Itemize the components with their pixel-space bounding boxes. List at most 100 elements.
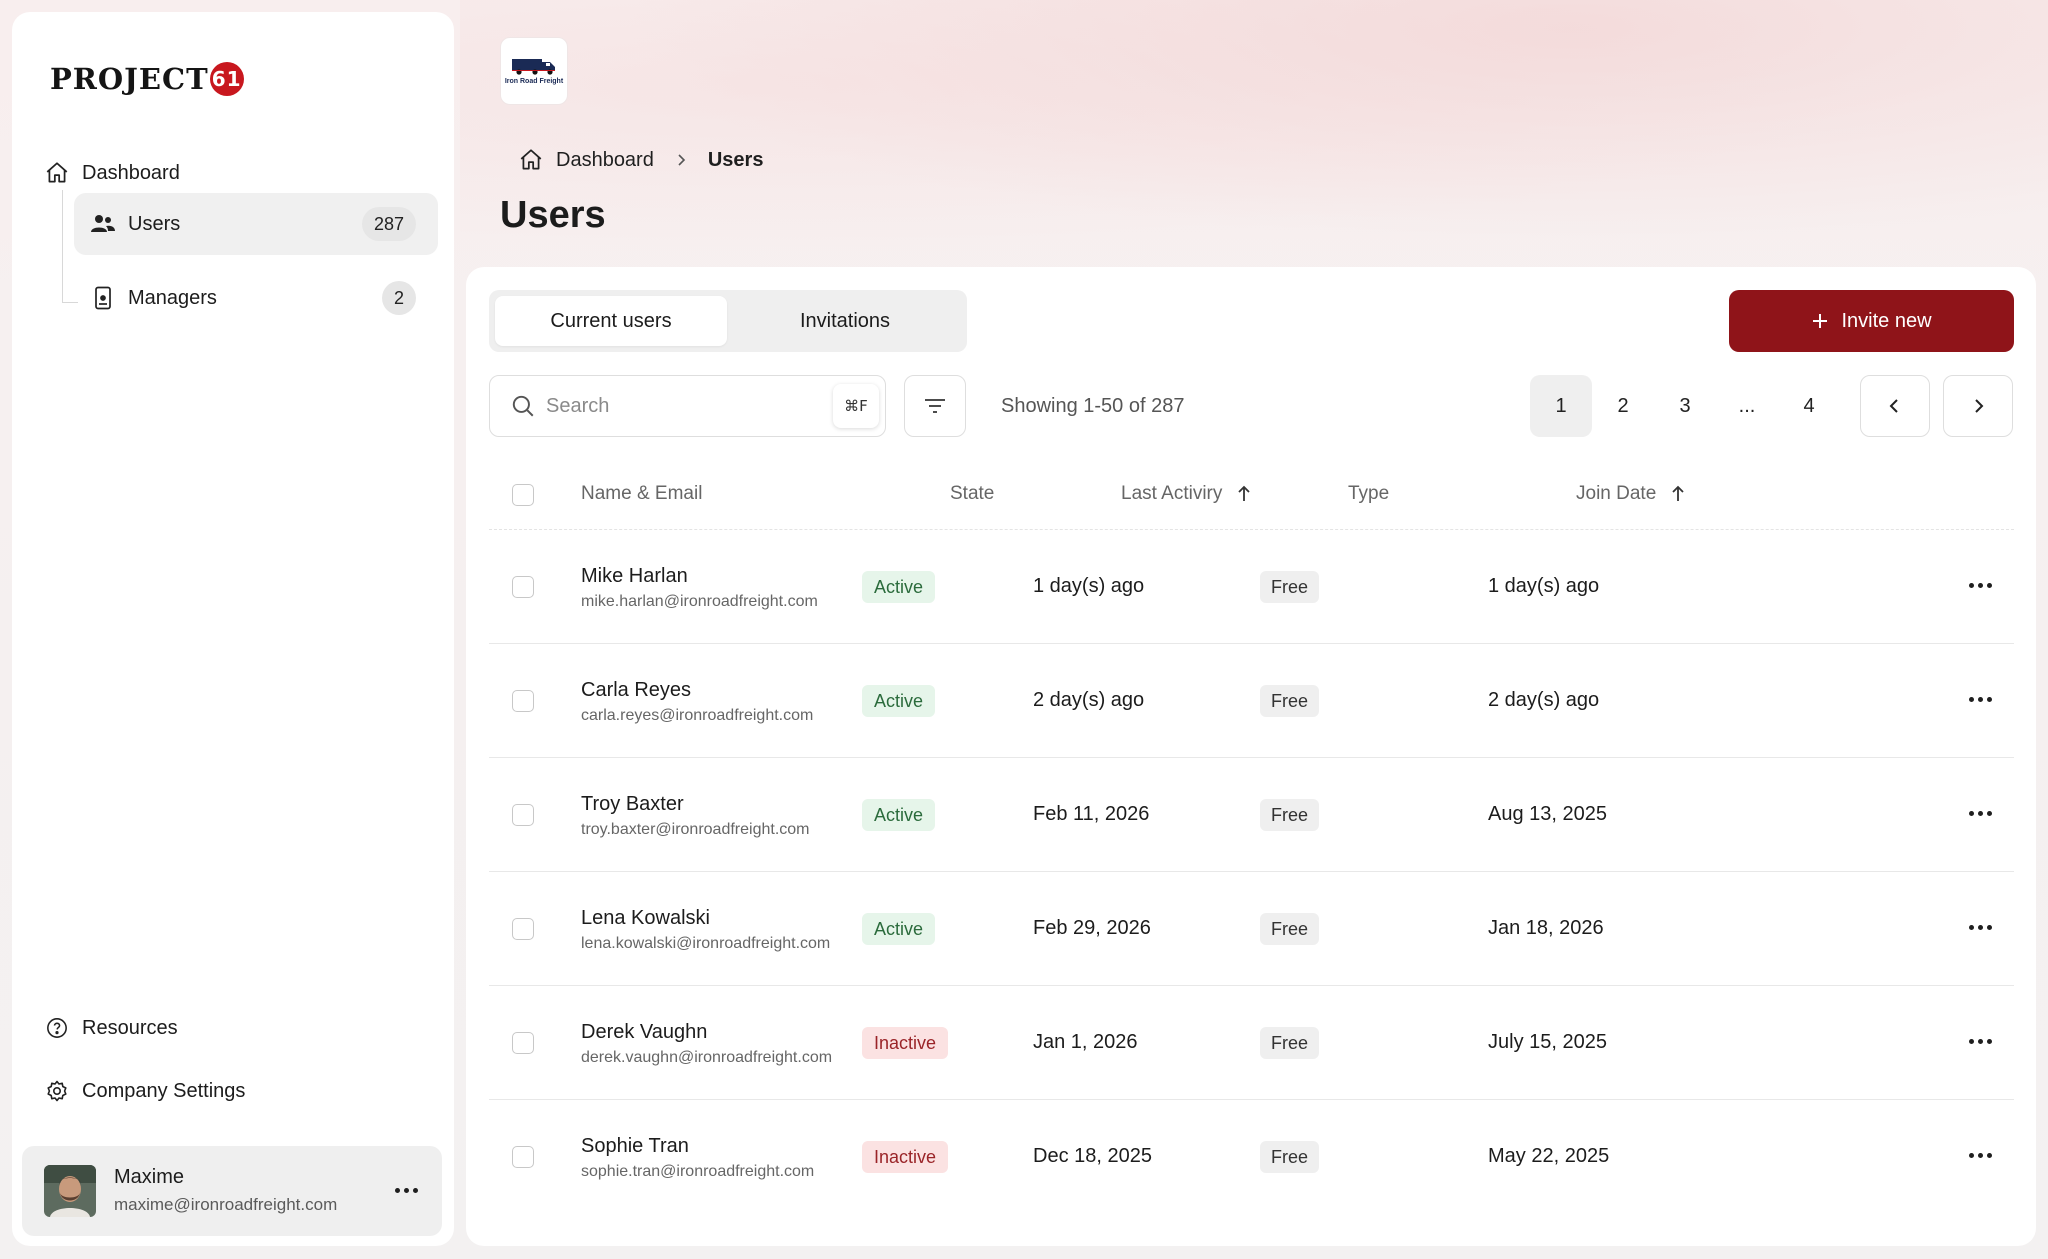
table-row[interactable]: Lena Kowalski lena.kowalski@ironroadfrei… [489,873,2014,986]
logo-text: PROJECT [50,62,209,96]
user-name: Sophie Tran [581,1135,689,1157]
user-email: carla.reyes@ironroadfreight.com [581,707,814,724]
previous-page-button[interactable] [1860,375,1930,437]
column-header-last-activity[interactable]: Last Activiry [1121,483,1252,505]
invite-new-label: Invite new [1841,309,1932,332]
users-icon [90,211,116,237]
user-email: troy.baxter@ironroadfreight.com [581,821,810,838]
more-icon[interactable] [1969,583,1992,588]
chevron-right-icon [1975,399,1984,413]
tab-current-users[interactable]: Current users [495,296,727,346]
results-count: Showing 1-50 of 287 [1001,395,1185,417]
last-activity: Feb 29, 2026 [1033,917,1151,939]
user-name: Carla Reyes [581,679,692,701]
breadcrumb: Dashboard Users [518,147,763,173]
last-activity: Jan 1, 2026 [1033,1031,1138,1053]
avatar [44,1165,96,1217]
table-row[interactable]: Carla Reyes carla.reyes@ironroadfreight.… [489,645,2014,758]
search-field[interactable]: ⌘F [489,375,886,437]
row-checkbox[interactable] [512,1146,534,1168]
status-badge: Inactive [862,1141,949,1173]
breadcrumb-current: Users [707,148,764,171]
more-icon[interactable] [1969,925,1992,930]
sidebar-item-label: Company Settings [82,1079,246,1102]
tab-invitations[interactable]: Invitations [799,309,891,332]
page-title: Users [500,194,606,236]
help-circle-icon [44,1015,70,1041]
chevron-right-icon [678,154,685,166]
column-header-type[interactable]: Type [1348,483,1389,505]
page-2-button[interactable]: 2 [1617,394,1629,417]
type-badge: Free [1260,1141,1320,1173]
last-activity: 1 day(s) ago [1033,575,1145,597]
sidebar-item-managers[interactable]: Managers 2 [74,267,438,329]
sidebar-item-label: Users [128,212,181,235]
sidebar-item-dashboard[interactable]: Dashboard [44,160,180,186]
type-badge: Free [1260,799,1320,831]
more-icon[interactable] [1969,697,1992,702]
last-activity: Dec 18, 2025 [1033,1145,1152,1167]
column-header-label: Type [1348,483,1390,504]
status-badge: Active [862,913,936,945]
join-date: July 15, 2025 [1488,1031,1607,1053]
more-icon[interactable] [395,1188,418,1193]
table-row[interactable]: Mike Harlan mike.harlan@ironroadfreight.… [489,531,2014,644]
sort-arrow-up-icon [1672,485,1684,501]
sidebar-item-resources[interactable]: Resources [44,1015,178,1041]
row-checkbox[interactable] [512,918,534,940]
page-1-button[interactable]: 1 [1530,375,1592,437]
search-input[interactable] [546,394,816,418]
user-name: Maxime [114,1166,185,1188]
user-email: lena.kowalski@ironroadfreight.com [581,935,831,952]
home-icon [44,160,70,186]
sort-arrow-up-icon [1238,485,1251,501]
row-checkbox[interactable] [512,576,534,598]
table-row[interactable]: Derek Vaughn derek.vaughn@ironroadfreigh… [489,987,2014,1100]
plus-icon [1813,314,1828,328]
sidebar-item-label: Resources [82,1016,178,1039]
column-header-state[interactable]: State [950,483,994,505]
status-badge: Active [862,799,936,831]
last-activity: 2 day(s) ago [1033,689,1145,711]
sidebar-item-label: Managers [128,286,217,309]
column-header-join-date[interactable]: Join Date [1576,483,1686,505]
managers-count-badge: 2 [381,281,416,315]
page-3-button[interactable]: 3 [1679,394,1691,417]
more-icon[interactable] [1969,1039,1992,1044]
page-4-button[interactable]: 4 [1803,394,1815,417]
column-header-name[interactable]: Name & Email [581,483,702,505]
search-icon [512,395,534,417]
more-icon[interactable] [1969,1153,1992,1158]
app-logo[interactable]: PROJECT 61 [50,62,244,96]
row-checkbox[interactable] [512,804,534,826]
join-date: May 22, 2025 [1488,1145,1610,1167]
more-icon[interactable] [1969,811,1992,816]
filter-button[interactable] [904,375,966,437]
current-user-card[interactable]: Maxime maxime@ironroadfreight.com [22,1146,442,1236]
user-email: maxime@ironroadfreight.com [114,1195,338,1214]
sidebar-item-label: Dashboard [82,161,180,184]
column-header-label: State [950,483,995,504]
company-logo[interactable]: Iron Road Freight [500,37,568,105]
row-checkbox[interactable] [512,690,534,712]
sidebar-item-company-settings[interactable]: Company Settings [44,1078,245,1104]
user-name: Derek Vaughn [581,1021,708,1043]
table-row[interactable]: Sophie Tran sophie.tran@ironroadfreight.… [489,1101,2014,1214]
search-shortcut: ⌘F [833,384,879,428]
invite-new-button[interactable]: Invite new [1729,290,2014,352]
table-row[interactable]: Troy Baxter troy.baxter@ironroadfreight.… [489,759,2014,872]
sidebar-item-users[interactable]: Users 287 [74,193,438,255]
pagination: 1 2 3 ... 4 [1530,375,1840,437]
logo-badge: 61 [209,62,244,96]
select-all-checkbox[interactable] [512,484,534,506]
home-icon[interactable] [518,147,544,173]
column-header-label: Join Date [1576,483,1657,504]
users-panel: Current users Invitations Invite new ⌘F … [466,267,2036,1246]
column-header-label: Name & Email [581,483,703,504]
sidebar: PROJECT 61 Dashboard Users 287 Managers 2… [12,12,454,1246]
type-badge: Free [1260,685,1320,717]
row-checkbox[interactable] [512,1032,534,1054]
user-name: Mike Harlan [581,565,688,587]
breadcrumb-dashboard-link[interactable]: Dashboard [556,148,654,171]
next-page-button[interactable] [1943,375,2013,437]
